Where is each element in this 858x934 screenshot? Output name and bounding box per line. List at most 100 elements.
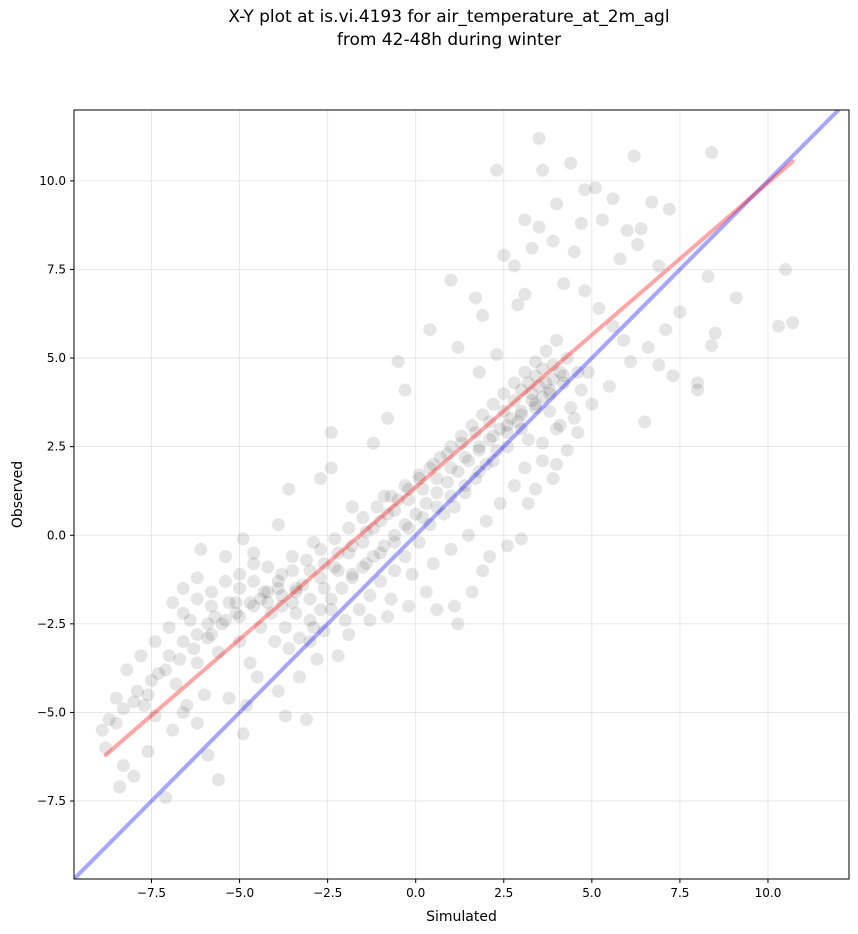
data-point	[314, 542, 328, 556]
data-point	[521, 496, 535, 510]
x-tick-label: 5.0	[582, 886, 601, 900]
data-point	[261, 585, 275, 599]
data-point	[514, 532, 528, 546]
data-point	[345, 567, 359, 581]
data-point	[381, 507, 395, 521]
data-point	[95, 723, 109, 737]
y-tick-label: 5.0	[47, 351, 66, 365]
data-point	[500, 539, 514, 553]
data-point	[116, 702, 130, 716]
data-point	[201, 631, 215, 645]
data-point	[254, 592, 268, 606]
data-point	[458, 486, 472, 500]
data-point	[416, 511, 430, 525]
data-point	[292, 670, 306, 684]
data-point	[282, 642, 296, 656]
data-point	[691, 376, 705, 390]
data-point	[543, 387, 557, 401]
data-point	[560, 443, 574, 457]
data-point	[250, 670, 264, 684]
data-point	[440, 475, 454, 489]
data-point	[331, 546, 345, 560]
chart-title-line-1: X-Y plot at is.vi.4193 for air_temperatu…	[228, 7, 670, 27]
data-point	[190, 716, 204, 730]
data-point	[430, 500, 444, 514]
data-point	[345, 500, 359, 514]
data-point	[324, 425, 338, 439]
data-point	[497, 387, 511, 401]
data-point	[317, 581, 331, 595]
data-point	[356, 560, 370, 574]
plot-frame	[73, 109, 850, 880]
data-point	[528, 401, 542, 415]
data-point	[430, 486, 444, 500]
data-point	[289, 585, 303, 599]
data-point	[314, 472, 328, 486]
data-point	[705, 339, 719, 353]
data-point	[335, 581, 349, 595]
data-point	[444, 542, 458, 556]
data-point	[173, 652, 187, 666]
data-point	[176, 705, 190, 719]
data-point	[352, 603, 366, 617]
data-point	[469, 291, 483, 305]
grid	[74, 110, 849, 879]
data-point	[518, 365, 532, 379]
data-point	[779, 262, 793, 276]
data-point	[465, 585, 479, 599]
data-point	[518, 213, 532, 227]
data-point	[574, 383, 588, 397]
data-point	[148, 709, 162, 723]
data-point	[472, 440, 486, 454]
data-point	[233, 635, 247, 649]
data-point	[211, 645, 225, 659]
data-point	[314, 603, 328, 617]
data-point	[483, 415, 497, 429]
data-point	[458, 479, 472, 493]
data-point	[546, 372, 560, 386]
data-point	[426, 457, 440, 471]
data-point	[525, 387, 539, 401]
data-point	[419, 585, 433, 599]
data-point	[634, 222, 648, 236]
data-point	[247, 599, 261, 613]
data-point	[497, 404, 511, 418]
data-point	[208, 610, 222, 624]
data-point	[398, 550, 412, 564]
data-point	[458, 450, 472, 464]
data-point	[236, 532, 250, 546]
data-point	[282, 482, 296, 496]
data-point	[444, 489, 458, 503]
data-point	[514, 404, 528, 418]
data-point	[317, 624, 331, 638]
data-point	[536, 163, 550, 177]
data-point	[324, 461, 338, 475]
data-point	[606, 192, 620, 206]
data-point	[366, 550, 380, 564]
y-tick-label: −5.0	[37, 705, 66, 719]
data-point	[268, 635, 282, 649]
data-point	[525, 394, 539, 408]
data-point	[708, 326, 722, 340]
data-point	[388, 564, 402, 578]
data-point	[543, 404, 557, 418]
data-point	[500, 425, 514, 439]
data-point	[264, 606, 278, 620]
data-point	[373, 574, 387, 588]
x-tick-label: 2.5	[494, 886, 513, 900]
data-point	[289, 606, 303, 620]
data-point	[444, 440, 458, 454]
data-point	[511, 415, 525, 429]
data-point	[472, 464, 486, 478]
data-point	[430, 472, 444, 486]
data-point	[507, 376, 521, 390]
data-point	[521, 376, 535, 390]
axis-ticks: −7.5 −5.0 −2.5 0.0 2.5 5.0 7.5 10.0 −7.5 −5.0 −2.5…	[37, 174, 781, 900]
identity-line	[74, 110, 842, 879]
data-point	[455, 429, 468, 443]
data-point	[490, 163, 504, 177]
data-point	[528, 397, 542, 411]
data-point	[152, 666, 166, 680]
data-point	[359, 525, 373, 539]
